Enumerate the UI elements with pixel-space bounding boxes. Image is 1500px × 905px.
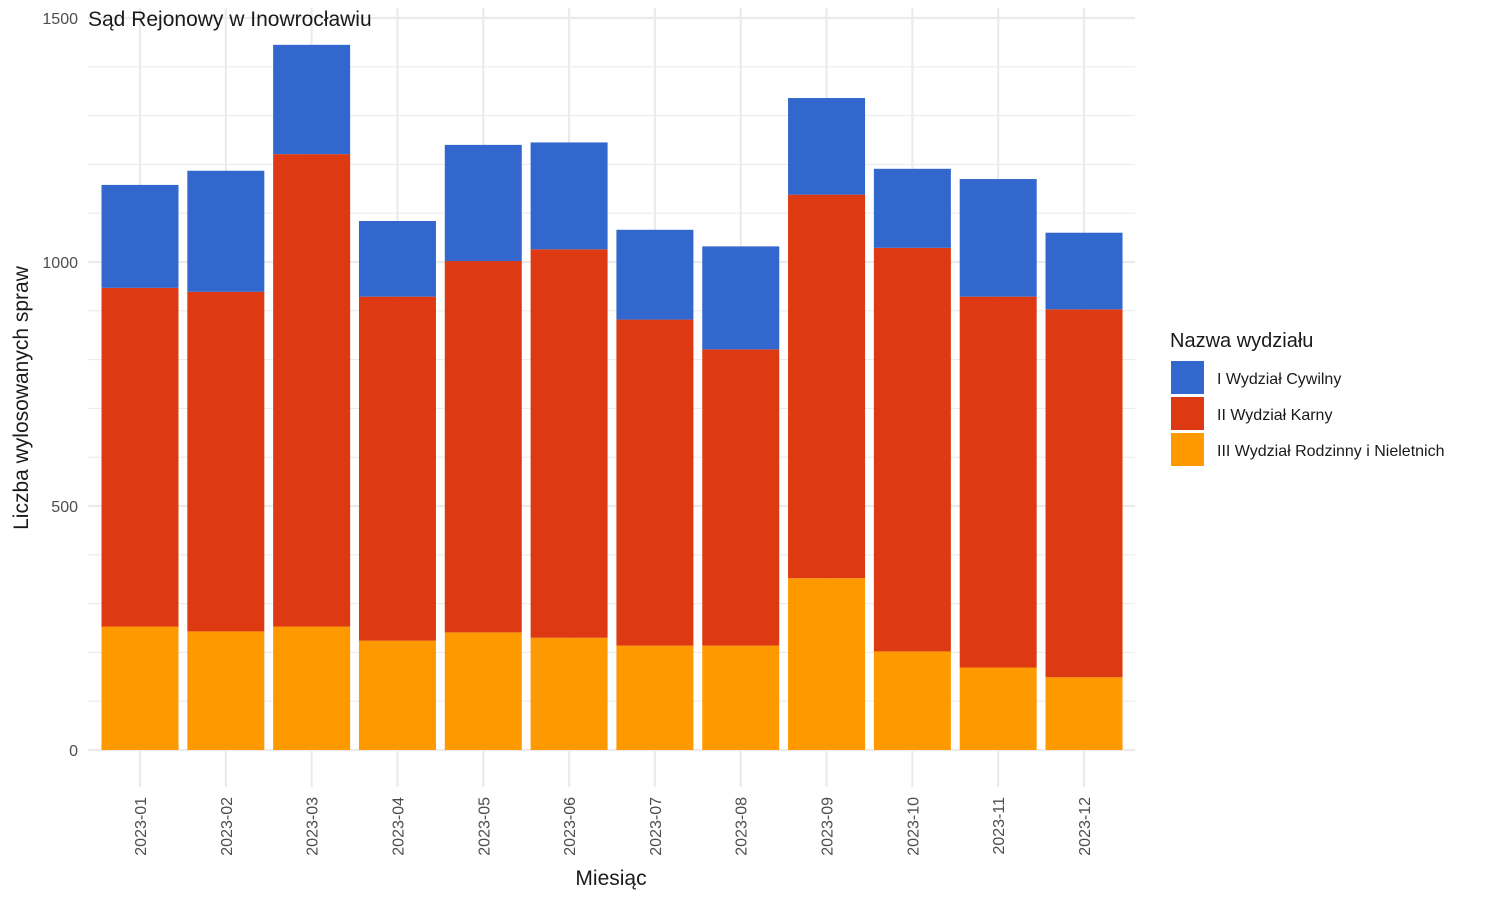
bar-segment-2023-01-s3 <box>101 626 179 750</box>
y-tick-label: 0 <box>69 743 78 760</box>
bar-segment-2023-02-s3 <box>187 631 265 750</box>
bar-segment-2023-04-s1 <box>358 221 436 297</box>
bars <box>101 44 1123 750</box>
x-axis-title: Miesiąc <box>575 867 646 890</box>
legend-swatch <box>1171 433 1204 466</box>
bar-segment-2023-08-s3 <box>702 645 780 750</box>
x-tick-label: 2023-05 <box>476 797 493 856</box>
bar-segment-2023-05-s3 <box>444 632 522 750</box>
bar-segment-2023-07-s1 <box>616 229 694 320</box>
legend-items: I Wydział Cywilny II Wydział Karny III Wyd… <box>1171 361 1445 466</box>
bar-segment-2023-09-s1 <box>788 98 866 195</box>
x-tick-label: 2023-09 <box>820 797 837 856</box>
bar-segment-2023-03-s3 <box>273 626 351 750</box>
x-tick-label: 2023-08 <box>734 797 751 856</box>
bar-segment-2023-03-s1 <box>273 44 351 155</box>
chart-title: Sąd Rejonowy w Inowrocławiu <box>88 8 372 31</box>
bar-segment-2023-08-s1 <box>702 246 780 350</box>
bar-segment-2023-04-s2 <box>358 296 436 641</box>
bar-segment-2023-11-s2 <box>959 296 1037 668</box>
bar-segment-2023-07-s3 <box>616 645 694 750</box>
x-tick-label: 2023-07 <box>648 797 665 856</box>
bar-segment-2023-05-s1 <box>444 144 522 262</box>
bar-segment-2023-08-s2 <box>702 349 780 646</box>
x-tick-label: 2023-02 <box>219 797 236 856</box>
bar-segment-2023-03-s2 <box>273 154 351 627</box>
x-tick-label: 2023-11 <box>991 797 1008 855</box>
bar-segment-2023-06-s1 <box>530 142 608 250</box>
bar-segment-2023-11-s1 <box>959 179 1037 297</box>
bar-segment-2023-10-s2 <box>873 247 951 652</box>
bar-segment-2023-10-s3 <box>873 651 951 750</box>
y-axis-title: Liczba wylosowanych spraw <box>10 265 33 530</box>
bar-segment-2023-05-s2 <box>444 261 522 633</box>
bar-segment-2023-11-s3 <box>959 667 1037 750</box>
bar-segment-2023-12-s2 <box>1045 309 1123 678</box>
x-tick-label: 2023-04 <box>390 797 407 856</box>
y-axis-ticks: 0 500 1000 1500 <box>42 11 78 760</box>
legend-label: III Wydział Rodzinny i Nieletnich <box>1217 443 1445 460</box>
bar-segment-2023-04-s3 <box>358 640 436 750</box>
legend-label: I Wydział Cywilny <box>1217 371 1341 388</box>
x-tick-label: 2023-10 <box>905 797 922 856</box>
bar-segment-2023-09-s2 <box>788 194 866 579</box>
bar-segment-2023-02-s1 <box>187 170 265 292</box>
bar-segment-2023-06-s3 <box>530 637 608 750</box>
bar-segment-2023-09-s3 <box>788 578 866 750</box>
legend-swatch <box>1171 397 1204 430</box>
bar-segment-2023-12-s1 <box>1045 232 1123 310</box>
bar-segment-2023-10-s1 <box>873 168 951 248</box>
legend: Nazwa wydziału I Wydział Cywilny II Wydzi… <box>1170 330 1445 466</box>
bar-segment-2023-06-s2 <box>530 249 608 638</box>
x-tick-label: 2023-06 <box>562 797 579 856</box>
bar-segment-2023-02-s2 <box>187 291 265 632</box>
x-tick-label: 2023-01 <box>133 797 150 856</box>
legend-label: II Wydział Karny <box>1217 407 1332 424</box>
legend-title: Nazwa wydziału <box>1170 330 1313 352</box>
bar-segment-2023-01-s2 <box>101 287 179 627</box>
x-tick-label: 2023-12 <box>1077 797 1094 856</box>
x-axis-ticks: 2023-01 2023-02 2023-03 2023-04 2023-05 2023-… <box>133 797 1094 856</box>
y-tick-label: 500 <box>51 499 78 516</box>
y-tick-label: 1500 <box>42 11 78 28</box>
bar-segment-2023-12-s3 <box>1045 677 1123 750</box>
x-tick-label: 2023-03 <box>305 797 322 856</box>
legend-swatch <box>1171 361 1204 394</box>
bar-segment-2023-07-s2 <box>616 319 694 646</box>
bar-segment-2023-01-s1 <box>101 184 179 288</box>
y-tick-label: 1000 <box>42 255 78 272</box>
